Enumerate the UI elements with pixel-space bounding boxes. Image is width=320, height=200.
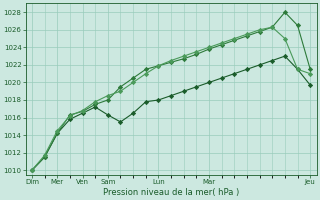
X-axis label: Pression niveau de la mer( hPa ): Pression niveau de la mer( hPa ) — [103, 188, 239, 197]
